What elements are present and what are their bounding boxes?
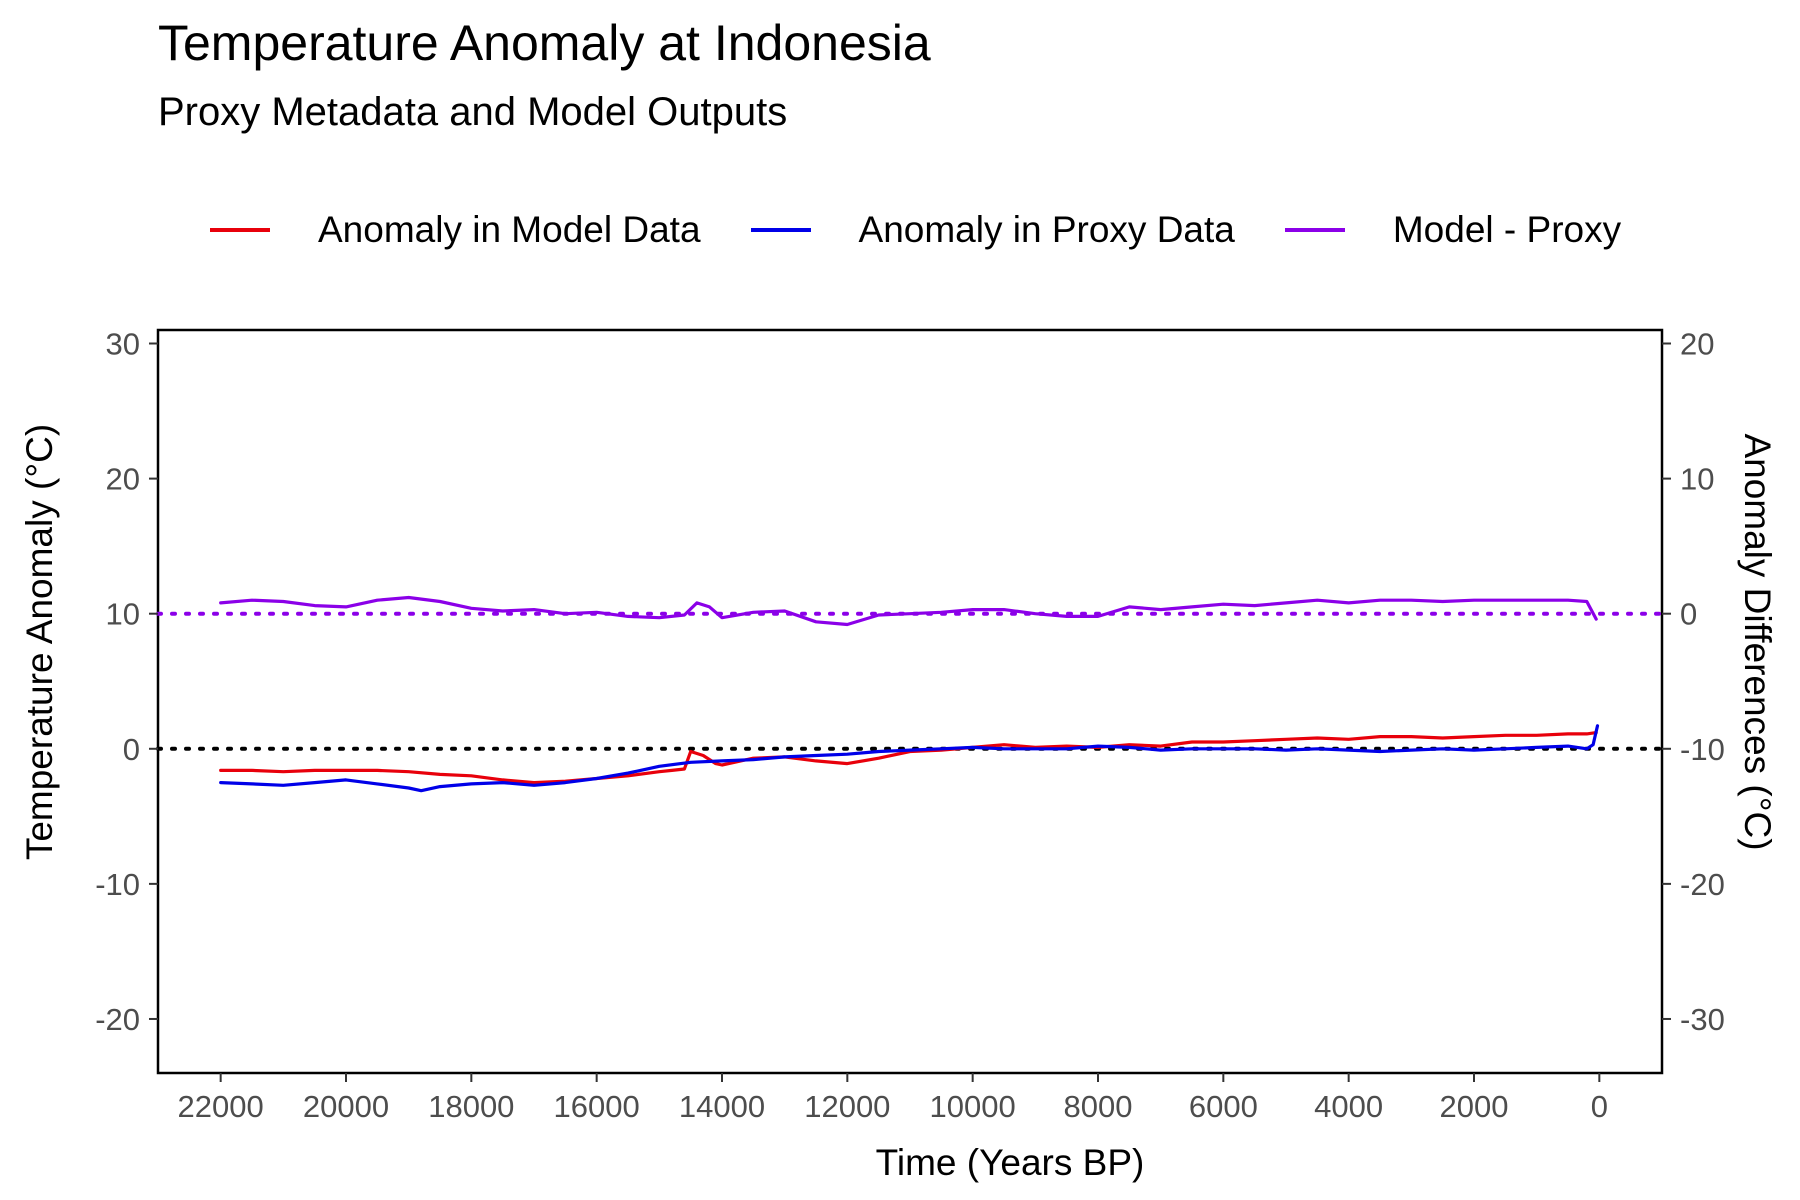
x-axis-title: Time (Years BP) — [876, 1142, 1145, 1183]
y2-tick-label: 10 — [1680, 462, 1714, 497]
legend-item-proxy: Anomaly in Proxy Data — [750, 209, 1235, 251]
legend-label-difference: Model - Proxy — [1392, 209, 1622, 250]
x-tick-label: 16000 — [554, 1089, 640, 1124]
x-tick-label: 22000 — [178, 1089, 264, 1124]
x-tick-label: 18000 — [428, 1089, 514, 1124]
y2-axis-title: Anomaly Differences (°C) — [1737, 433, 1778, 850]
y-tick-label: 10 — [106, 597, 140, 632]
x-tick-label: 0 — [1591, 1089, 1608, 1124]
x-tick-label: 12000 — [804, 1089, 890, 1124]
y2-tick-label: -10 — [1680, 732, 1725, 767]
legend-item-model: Anomaly in Model Data — [210, 209, 701, 251]
legend-label-model: Anomaly in Model Data — [318, 209, 701, 250]
legend: Anomaly in Model Data Anomaly in Proxy D… — [210, 205, 1671, 255]
legend-key-difference — [1284, 228, 1345, 232]
x-tick-label: 8000 — [1064, 1089, 1133, 1124]
legend-item-difference: Model - Proxy — [1284, 209, 1622, 251]
y-tick-label: -10 — [95, 867, 140, 902]
y2-tick-label: -20 — [1680, 867, 1725, 902]
proxy-anomaly-line — [219, 724, 1600, 793]
chart-subtitle: Proxy Metadata and Model Outputs — [158, 90, 788, 134]
y2-tick-label: 0 — [1680, 597, 1697, 632]
series-layer — [219, 595, 1600, 793]
model-minus-proxy-line — [219, 595, 1598, 627]
y-axis-title: Temperature Anomaly (°C) — [19, 424, 60, 860]
chart-title: Temperature Anomaly at Indonesia — [158, 15, 931, 71]
x-tick-label: 4000 — [1314, 1089, 1383, 1124]
legend-key-model — [210, 228, 270, 232]
x-tick-label: 10000 — [930, 1089, 1016, 1124]
y2-tick-label: -30 — [1680, 1002, 1725, 1037]
x-tick-label: 20000 — [303, 1089, 389, 1124]
x-tick-label: 2000 — [1440, 1089, 1509, 1124]
y-tick-label: -20 — [95, 1002, 140, 1037]
model-anomaly-line — [219, 730, 1598, 785]
y-tick-label: 0 — [123, 732, 140, 767]
x-tick-label: 14000 — [679, 1089, 765, 1124]
axes-layer: 22000 20000 18000 16000 14000 12000 10000 8000 6… — [95, 327, 1725, 1124]
y-tick-label: 30 — [106, 327, 140, 362]
plot-panel-border — [156, 328, 1664, 1075]
legend-key-proxy — [750, 228, 811, 232]
y2-tick-label: 20 — [1680, 327, 1714, 362]
x-tick-label: 6000 — [1189, 1089, 1258, 1124]
y-tick-label: 20 — [106, 462, 140, 497]
legend-label-proxy: Anomaly in Proxy Data — [858, 209, 1235, 250]
